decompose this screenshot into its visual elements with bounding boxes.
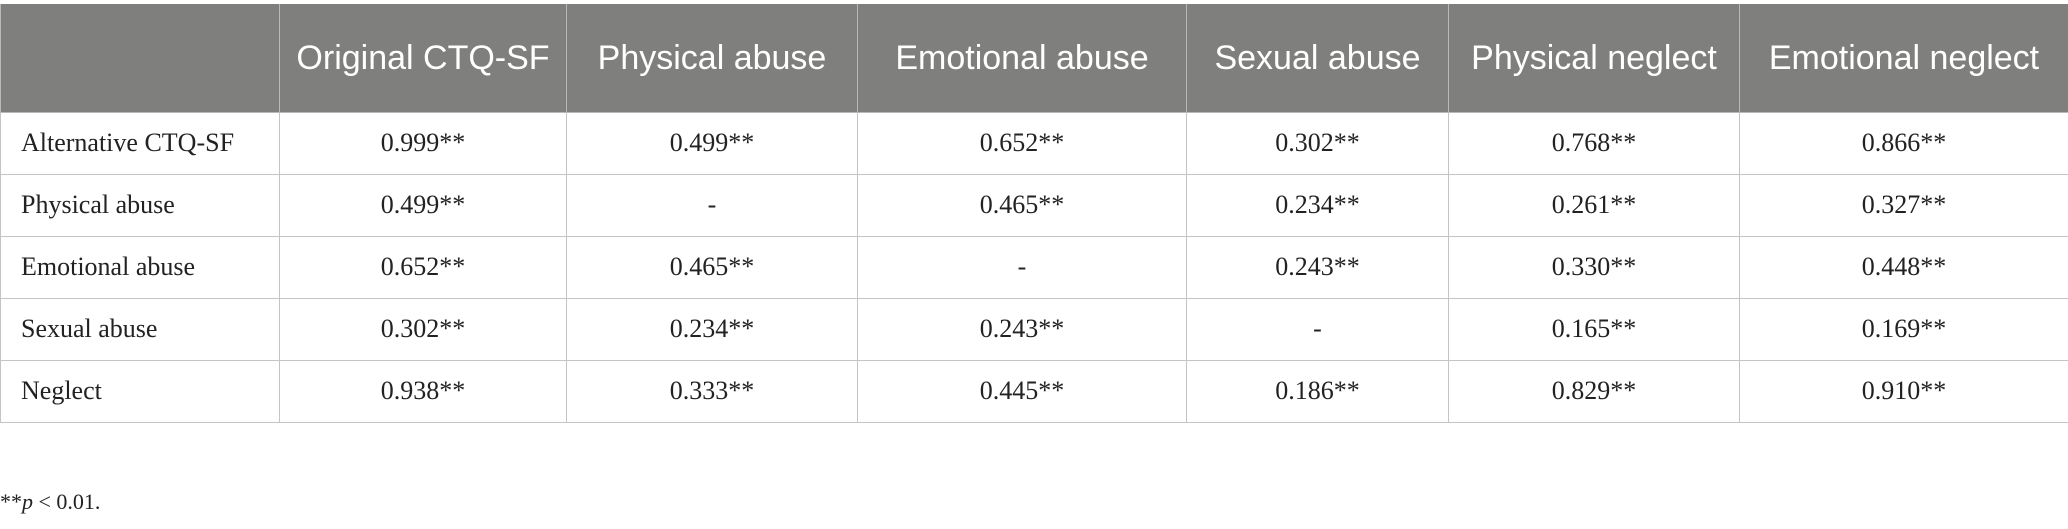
table-cell: 0.165** [1448,297,1740,361]
header-original-ctq-sf: Original CTQ-SF [279,4,567,113]
row-label: Sexual abuse [0,297,280,361]
row-label: Emotional abuse [0,235,280,299]
header-emotional-neglect: Emotional neglect [1739,4,2068,113]
table-cell: 0.866** [1739,111,2068,175]
correlation-table: Original CTQ-SF Physical abuse Emotional… [0,4,2068,423]
table-cell: 0.652** [279,235,567,299]
table-cell: 0.169** [1739,297,2068,361]
header-row: Original CTQ-SF Physical abuse Emotional… [0,4,2068,113]
table-cell: 0.448** [1739,235,2068,299]
row-label: Neglect [0,359,280,423]
footnote-p: p [22,489,33,514]
table-cell: 0.499** [566,111,858,175]
footnote-threshold: < 0.01. [33,489,101,514]
table-cell: 0.243** [1186,235,1449,299]
table-cell: 0.234** [566,297,858,361]
table-cell: 0.234** [1186,173,1449,237]
header-physical-neglect: Physical neglect [1448,4,1740,113]
header-sexual-abuse: Sexual abuse [1186,4,1449,113]
table-cell: - [1186,297,1449,361]
table-cell: - [566,173,858,237]
table-cell: - [857,235,1187,299]
table-cell: 0.302** [1186,111,1449,175]
table-cell: 0.445** [857,359,1187,423]
table-cell: 0.999** [279,111,567,175]
table-cell: 0.910** [1739,359,2068,423]
table-cell: 0.186** [1186,359,1449,423]
table-row: Emotional abuse 0.652** 0.465** - 0.243*… [0,235,2068,299]
table-cell: 0.465** [857,173,1187,237]
row-label: Alternative CTQ-SF [0,111,280,175]
table-cell: 0.333** [566,359,858,423]
table-row: Alternative CTQ-SF 0.999** 0.499** 0.652… [0,111,2068,175]
table-row: Neglect 0.938** 0.333** 0.445** 0.186** … [0,359,2068,423]
table-cell: 0.652** [857,111,1187,175]
table-row: Sexual abuse 0.302** 0.234** 0.243** - 0… [0,297,2068,361]
footnote-stars: ** [0,489,22,514]
header-corner [0,4,280,113]
header-physical-abuse: Physical abuse [566,4,858,113]
table-cell: 0.499** [279,173,567,237]
header-emotional-abuse: Emotional abuse [857,4,1187,113]
table-cell: 0.768** [1448,111,1740,175]
table-footnote: **p < 0.01. [0,489,100,515]
table-cell: 0.330** [1448,235,1740,299]
table-cell: 0.829** [1448,359,1740,423]
table-cell: 0.465** [566,235,858,299]
table-cell: 0.938** [279,359,567,423]
table-cell: 0.243** [857,297,1187,361]
row-label: Physical abuse [0,173,280,237]
table-cell: 0.327** [1739,173,2068,237]
table-cell: 0.261** [1448,173,1740,237]
table-cell: 0.302** [279,297,567,361]
table-row: Physical abuse 0.499** - 0.465** 0.234**… [0,173,2068,237]
